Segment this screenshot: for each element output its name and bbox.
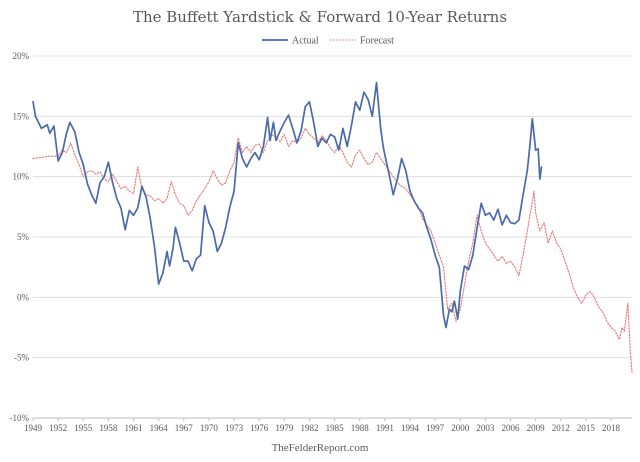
chart-title: The Buffett Yardstick & Forward 10-Year … [133,8,507,26]
x-tick-label: 2003 [476,423,495,433]
x-tick-label: 1973 [225,423,244,433]
series-layer [32,81,633,373]
x-tick-label: 2018 [602,423,621,433]
x-axis: 1949 1952 1955 1958 1961 1964 1967 1970 1973 1976… [24,417,632,433]
x-tick-label: 1967 [175,423,194,433]
x-tick-label: 1991 [376,423,394,433]
x-tick-label: 1964 [150,423,169,433]
x-tick-label: 1982 [300,423,318,433]
x-tick-label: 1955 [74,423,93,433]
x-tick-label: 1979 [275,423,294,433]
x-tick-label: 1949 [24,423,43,433]
legend-label-actual: Actual [292,36,319,47]
x-tick-label: 2006 [502,423,521,433]
y-tick-label: 5% [17,232,30,242]
x-tick-label: 1970 [200,423,219,433]
x-tick-label: 1958 [99,423,118,433]
series-line-forecast [32,127,633,373]
x-tick-label: 1988 [351,423,370,433]
y-tick-label: 15% [13,111,30,121]
x-tick-label: 1961 [125,423,143,433]
x-tick-label: 2000 [451,423,470,433]
source-credit: TheFelderReport.com [272,442,369,454]
x-tick-label: 1985 [326,423,345,433]
y-tick-label: -10% [10,413,30,423]
series-line-actual [32,81,543,329]
gridlines [33,55,632,419]
x-tick-label: 1976 [250,423,269,433]
x-tick-label: 1952 [49,423,67,433]
y-tick-label: 10% [13,172,30,182]
x-tick-label: 2015 [577,423,596,433]
legend-label-forecast: Forecast [360,36,394,47]
x-tick-label: 2009 [527,423,546,433]
legend: Actual Forecast [262,36,394,47]
y-axis: -10% -5% 0% 5% 10% 15% 20% [10,51,30,423]
y-tick-label: 20% [13,51,30,61]
y-tick-label: -5% [14,353,29,363]
x-tick-label: 1994 [401,423,420,433]
y-tick-label: 0% [17,292,30,302]
x-tick-label: 1997 [426,423,445,433]
x-tick-label: 2012 [552,423,570,433]
